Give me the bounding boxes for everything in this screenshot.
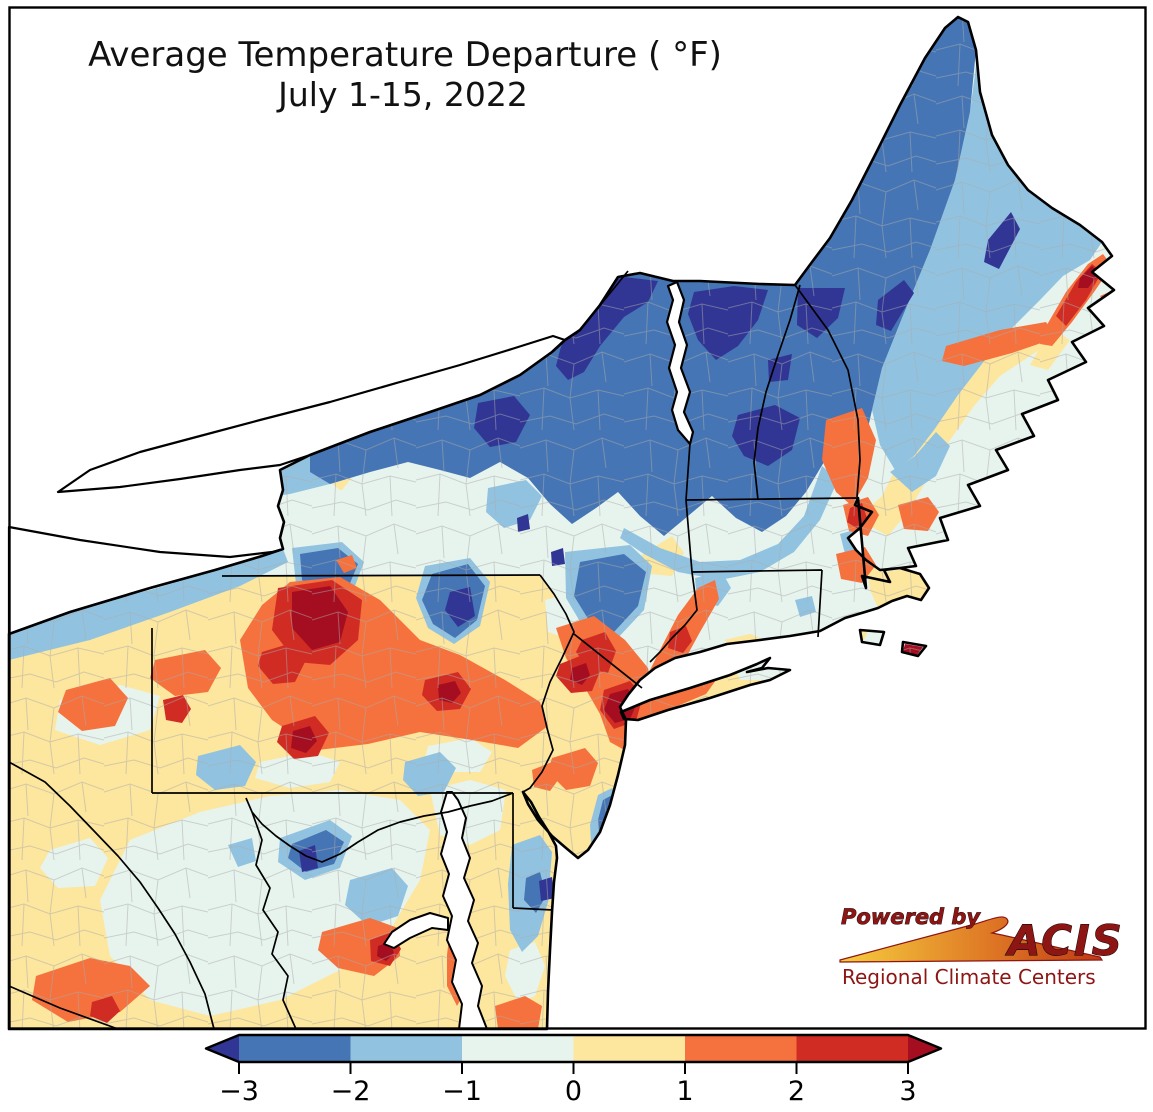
state-border-line [753, 284, 801, 501]
state-border-line [685, 442, 691, 501]
state-border-line [245, 792, 514, 863]
colorbar-segment [350, 1035, 462, 1062]
colorbar-arrow-right [908, 1035, 941, 1062]
acis-logo: Powered by ACIS Regional Climate Centers [839, 905, 1124, 989]
powered-by-text: Powered by [841, 905, 981, 929]
colorbar-ticks [238, 1062, 909, 1074]
state-border-line [685, 497, 858, 501]
page-title: Average Temperature Departure ( °F) [88, 35, 722, 75]
colorbar-tick-label: 0 [565, 1076, 582, 1107]
lakes-and-bays [7, 270, 695, 1030]
colorbar-segment [796, 1035, 908, 1062]
county-lines-overlay [9, 17, 1114, 1029]
state-border-line [512, 793, 554, 911]
anomaly-contours [9, 17, 1114, 1029]
map-frame [8, 6, 1147, 1030]
page-subtitle: July 1-15, 2022 [276, 75, 528, 114]
state-border-line [691, 569, 823, 638]
acis-text: ACIS [1005, 916, 1124, 965]
state-border-line [649, 571, 698, 663]
state-border-line [221, 574, 541, 577]
colorbar-tick-label: 3 [899, 1076, 916, 1107]
potomac-river-inlet [383, 912, 449, 949]
regional-climate-centers-text: Regional Climate Centers [842, 965, 1096, 989]
colorbar-segment [462, 1035, 574, 1062]
state-borders [8, 284, 861, 1030]
chesapeake-bay [440, 791, 488, 1030]
colorbar-segment [685, 1035, 797, 1062]
title-block: Average Temperature Departure ( °F) July… [88, 35, 722, 114]
lake-champlain [665, 280, 695, 446]
colorbar-tick-label: −2 [331, 1076, 371, 1107]
state-border-line [794, 284, 861, 498]
state-border-line [685, 499, 693, 573]
colorbar-segment [573, 1035, 685, 1062]
colorbar-segment [239, 1035, 351, 1062]
colorbar-tick-label: −3 [219, 1076, 259, 1107]
colorbar-tick-labels: −3 −2 −1 0 1 2 3 [219, 1076, 917, 1107]
colorbar-arrow-left [206, 1035, 239, 1062]
acis-swoosh [839, 916, 1104, 963]
state-border-line [522, 574, 575, 793]
state-border-line [8, 985, 119, 1030]
colorbar-tick-label: 2 [788, 1076, 805, 1107]
colorbar-tick-label: −1 [442, 1076, 482, 1107]
colorbar: −3 −2 −1 0 1 2 3 [204, 1033, 943, 1107]
colorbar-tick-label: 1 [676, 1076, 693, 1107]
state-border-line [573, 633, 643, 689]
state-border-line [8, 761, 215, 1030]
state-border-line [251, 811, 297, 1030]
